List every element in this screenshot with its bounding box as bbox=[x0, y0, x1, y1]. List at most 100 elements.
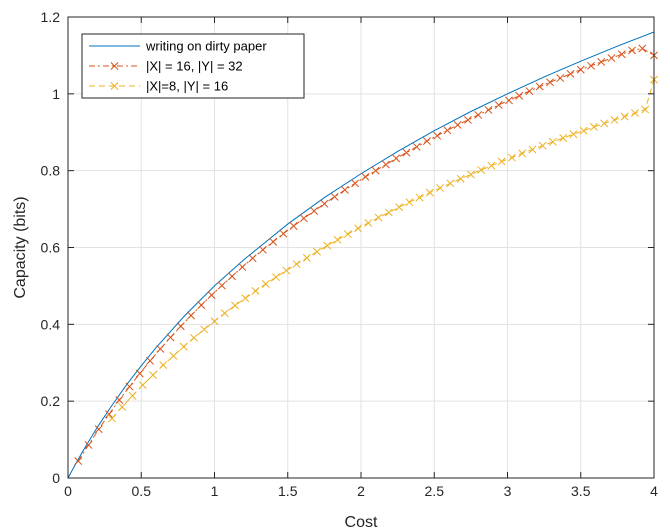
data-point-marker bbox=[559, 134, 568, 142]
y-tick-label: 0.2 bbox=[41, 393, 61, 409]
data-point-marker bbox=[620, 112, 629, 121]
data-point-marker bbox=[433, 131, 442, 140]
data-point-marker bbox=[220, 309, 229, 318]
x-tick-label: 3 bbox=[504, 483, 512, 499]
data-point-marker bbox=[241, 294, 250, 303]
data-point-marker bbox=[105, 410, 113, 419]
data-point-marker bbox=[631, 109, 639, 117]
data-point-marker bbox=[351, 179, 360, 188]
series-2 bbox=[74, 44, 658, 466]
data-point-marker bbox=[159, 361, 168, 370]
data-point-marker bbox=[412, 142, 421, 151]
data-point-marker bbox=[269, 237, 278, 246]
data-point-marker bbox=[310, 207, 319, 215]
data-point-marker bbox=[272, 273, 280, 282]
data-point-marker bbox=[84, 441, 93, 449]
data-point-marker bbox=[507, 153, 516, 162]
data-point-marker bbox=[187, 311, 196, 320]
data-point-marker bbox=[548, 137, 557, 146]
y-axis-label: Capacity (bits) bbox=[12, 196, 29, 298]
data-point-marker bbox=[453, 120, 462, 129]
data-point-marker bbox=[436, 184, 445, 192]
data-point-marker bbox=[374, 213, 383, 222]
data-point-marker bbox=[138, 381, 147, 389]
data-point-marker bbox=[381, 160, 390, 169]
data-point-marker bbox=[197, 301, 206, 310]
data-point-marker bbox=[546, 78, 554, 87]
data-point-marker bbox=[364, 218, 373, 227]
data-point-marker bbox=[487, 161, 496, 170]
data-point-marker bbox=[638, 44, 647, 53]
x-tick-label: 1.5 bbox=[278, 483, 298, 499]
data-point-marker bbox=[466, 170, 475, 179]
data-point-marker bbox=[282, 266, 291, 275]
data-point-marker bbox=[617, 50, 626, 59]
legend-label: |X|=8, |Y| = 16 bbox=[146, 79, 228, 94]
data-point-marker bbox=[484, 106, 493, 114]
data-point-marker bbox=[210, 317, 219, 326]
x-tick-label: 4 bbox=[650, 483, 658, 499]
data-point-marker bbox=[207, 291, 216, 300]
y-tick-label: 1.2 bbox=[41, 9, 61, 25]
data-point-marker bbox=[422, 137, 431, 146]
data-point-marker bbox=[340, 185, 349, 194]
data-point-marker bbox=[576, 65, 585, 74]
data-point-marker bbox=[597, 57, 606, 66]
x-tick-label: 0 bbox=[64, 483, 72, 499]
data-point-marker bbox=[474, 111, 483, 119]
data-point-marker bbox=[392, 154, 401, 163]
legend-label: |X| = 16, |Y| = 32 bbox=[146, 59, 243, 74]
data-point-marker bbox=[607, 54, 616, 63]
data-point-marker bbox=[176, 322, 185, 331]
data-point-marker bbox=[128, 391, 137, 400]
data-point-marker bbox=[333, 235, 342, 244]
legend-marker bbox=[110, 82, 119, 90]
data-point-marker bbox=[135, 369, 144, 378]
data-point-marker bbox=[569, 130, 578, 139]
series-1 bbox=[67, 31, 655, 479]
data-point-marker bbox=[118, 402, 127, 411]
data-point-marker bbox=[166, 333, 175, 342]
data-point-marker bbox=[405, 198, 414, 207]
y-tick-label: 1 bbox=[52, 86, 60, 102]
data-point-marker bbox=[251, 286, 260, 295]
data-point-marker bbox=[505, 96, 513, 105]
x-tick-label: 2 bbox=[357, 483, 365, 499]
data-point-marker bbox=[384, 208, 393, 217]
x-tick-label: 0.5 bbox=[132, 483, 152, 499]
data-point-marker bbox=[518, 149, 527, 158]
data-point-marker bbox=[289, 222, 298, 230]
series-3 bbox=[107, 75, 658, 423]
data-point-marker bbox=[463, 116, 472, 124]
data-point-marker bbox=[425, 188, 434, 197]
data-point-marker bbox=[313, 247, 322, 256]
data-series bbox=[67, 31, 658, 479]
data-point-marker bbox=[231, 301, 239, 310]
data-point-marker bbox=[190, 333, 198, 342]
data-point-marker bbox=[600, 119, 609, 128]
legend-marker bbox=[110, 62, 119, 70]
y-tick-label: 0.6 bbox=[41, 240, 61, 256]
data-point-marker bbox=[343, 230, 352, 239]
data-point-marker bbox=[94, 425, 103, 434]
x-axis-label: Cost bbox=[345, 514, 378, 531]
data-point-marker bbox=[354, 224, 363, 233]
data-point-marker bbox=[610, 116, 619, 124]
data-point-marker bbox=[395, 203, 404, 212]
data-point-marker bbox=[566, 69, 575, 78]
data-point-marker bbox=[402, 148, 411, 157]
data-point-marker bbox=[535, 82, 544, 91]
data-point-marker bbox=[279, 229, 288, 238]
data-point-marker bbox=[125, 382, 134, 391]
data-point-marker bbox=[248, 254, 257, 263]
data-point-marker bbox=[228, 272, 237, 281]
x-tick-label: 2.5 bbox=[425, 483, 445, 499]
data-point-marker bbox=[330, 192, 339, 201]
data-point-marker bbox=[323, 241, 332, 250]
data-point-marker bbox=[261, 280, 270, 288]
data-point-marker bbox=[538, 141, 547, 150]
data-point-marker bbox=[589, 122, 598, 131]
data-point-marker bbox=[525, 87, 534, 96]
data-point-marker bbox=[443, 126, 452, 135]
